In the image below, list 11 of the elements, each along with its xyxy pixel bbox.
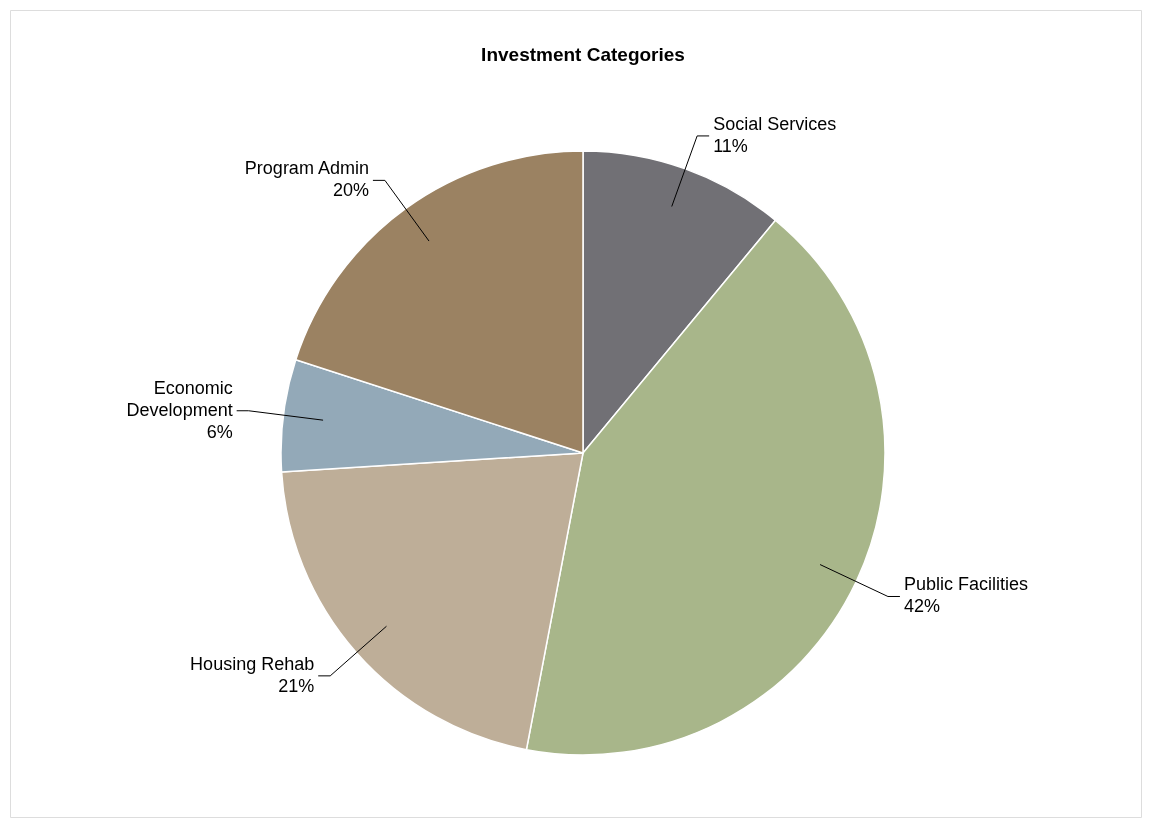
- slice-label: Program Admin: [244, 158, 369, 179]
- chart-title: Investment Categories: [481, 44, 685, 65]
- data-label: 42%: [903, 596, 940, 617]
- data-label: 21%: [278, 675, 315, 696]
- data-label: 6%: [206, 421, 233, 442]
- slice-label: Housing Rehab: [190, 653, 315, 674]
- slice-label: Public Facilities: [903, 574, 1028, 595]
- slice-label: Social Services: [713, 113, 837, 134]
- slice-label: Economic Development: [126, 377, 233, 420]
- data-label: 20%: [332, 180, 369, 201]
- data-label: 11%: [713, 135, 748, 156]
